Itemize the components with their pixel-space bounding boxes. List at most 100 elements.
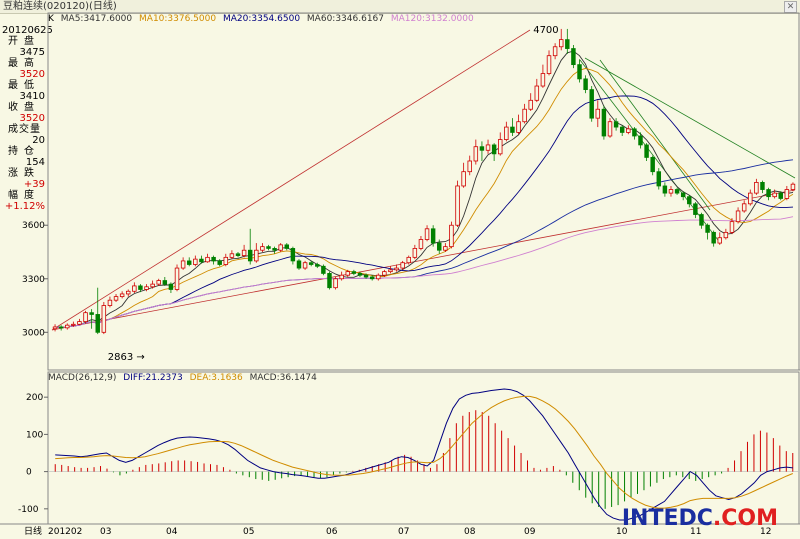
candle	[327, 271, 332, 290]
candle	[302, 260, 308, 270]
trendline-support-up	[51, 29, 531, 331]
candle	[522, 103, 527, 124]
candle	[83, 310, 88, 324]
candle	[699, 212, 704, 229]
info-panel: 20120625 开盘 3475 最高 3520 最低 3410 收盘 3520…	[0, 25, 53, 212]
candle	[174, 264, 180, 292]
low-value: 3410	[19, 91, 45, 102]
x-label-6: 08	[464, 527, 476, 537]
candle	[272, 246, 277, 254]
x-label-7: 09	[524, 527, 536, 537]
x-label-3: 05	[243, 527, 254, 537]
open-label: 开盘	[8, 36, 40, 47]
candle	[290, 246, 296, 265]
ma120-label: MA120:3132.0000	[390, 14, 474, 24]
candle	[308, 260, 314, 267]
candle	[619, 125, 625, 136]
candle	[644, 143, 649, 161]
x-label-1: 03	[100, 527, 111, 537]
candle	[333, 276, 338, 290]
candle	[491, 143, 497, 161]
candle	[430, 225, 436, 247]
candle	[95, 287, 100, 335]
ma10-label: MA10:3376.5000	[139, 14, 217, 24]
ma20-line	[54, 95, 794, 328]
high-label: 最高	[8, 58, 40, 69]
candle	[558, 28, 564, 51]
candle	[650, 155, 655, 176]
pct-label: 幅度	[8, 190, 40, 201]
candle	[406, 255, 411, 265]
candle	[680, 191, 686, 201]
bottom-period-label: 日线	[24, 525, 42, 537]
candle	[89, 309, 94, 329]
ma60-label: MA60:3346.6167	[306, 14, 384, 24]
candle	[101, 301, 107, 335]
candle	[546, 50, 552, 76]
candle	[741, 200, 747, 213]
candle	[345, 269, 350, 277]
price-pane-frame	[47, 12, 800, 371]
candle	[668, 185, 674, 197]
ma5-line	[54, 50, 794, 328]
candle	[296, 259, 302, 270]
candle	[162, 276, 168, 286]
candle	[168, 282, 174, 294]
candle	[674, 187, 680, 195]
watermark: INTEDC.COM	[622, 506, 778, 531]
change-value: +39	[23, 179, 45, 190]
candle	[497, 132, 503, 156]
candle	[461, 162, 466, 188]
macd-title: MACD(26,12,9)	[48, 373, 117, 383]
candle	[58, 325, 64, 331]
x-label-0: 201202	[48, 527, 82, 537]
candle	[534, 78, 540, 103]
ma120-line	[54, 216, 794, 328]
candle	[107, 296, 113, 308]
open-value: 3475	[19, 47, 45, 58]
ma60-line	[54, 159, 794, 328]
trendline-down-3	[599, 59, 711, 211]
candle	[723, 228, 729, 240]
candle	[351, 269, 357, 276]
candle	[662, 182, 668, 197]
candle	[516, 114, 521, 135]
candle	[199, 255, 204, 264]
candle	[589, 86, 594, 122]
candle	[748, 189, 753, 206]
trendline-long	[51, 189, 796, 331]
candle	[144, 284, 149, 292]
candle	[479, 141, 485, 161]
candle	[729, 218, 735, 235]
candle	[778, 191, 783, 201]
candle	[528, 93, 533, 112]
ma-legend: K MA5:3417.6000 MA10:3376.5000 MA20:3354…	[48, 13, 478, 25]
candle	[235, 252, 241, 258]
candle	[363, 273, 369, 279]
candle	[552, 43, 558, 60]
candle	[443, 243, 448, 252]
low-label: 最低	[8, 80, 40, 91]
candle	[186, 257, 192, 267]
pct-value: +1.12%	[4, 201, 45, 212]
candle	[254, 243, 259, 263]
candle	[65, 323, 70, 330]
candle	[711, 230, 716, 247]
candle	[784, 185, 790, 201]
candle	[504, 121, 509, 142]
candle	[601, 105, 607, 140]
candle	[595, 100, 601, 128]
candle	[577, 59, 582, 83]
volume-value: 20	[32, 135, 45, 146]
change-label: 涨跌	[8, 168, 40, 179]
candle	[571, 44, 576, 69]
candle	[180, 257, 186, 270]
candle	[717, 232, 722, 245]
candle	[473, 139, 479, 165]
macd-diff-line	[55, 388, 793, 521]
price-tick-label-2: 3600	[22, 221, 45, 231]
candle	[193, 255, 198, 267]
info-date: 20120625	[2, 25, 53, 36]
candle	[540, 64, 546, 88]
